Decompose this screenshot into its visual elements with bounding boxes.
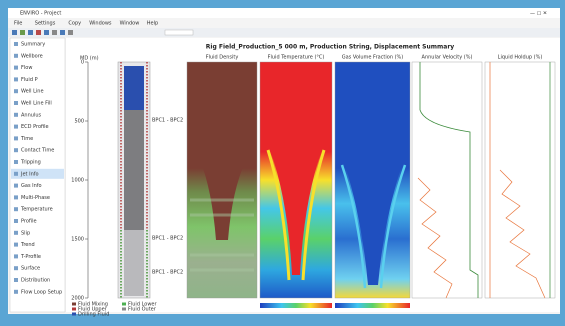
- heatmap-temperature: [259, 61, 333, 299]
- toolbar: [8, 28, 560, 37]
- legend-swatch: [122, 307, 126, 311]
- tree-item[interactable]: Gas Info: [21, 183, 42, 189]
- selected-row: [11, 168, 64, 179]
- chart-title: Rig Field_Production_5 000 m, Production…: [206, 44, 454, 51]
- panel-header: Fluid Temperature (°C): [268, 55, 325, 61]
- tree-icon: [14, 219, 18, 223]
- tree-icon: [14, 101, 18, 105]
- tree-item[interactable]: Surface: [21, 266, 40, 272]
- depth-tick-label: 1500: [71, 237, 84, 243]
- tree-item[interactable]: Contact Time: [21, 148, 54, 154]
- depth-label: MD (m): [80, 56, 99, 62]
- menu-item[interactable]: File: [14, 21, 22, 27]
- menu-item[interactable]: Window: [120, 21, 140, 27]
- heatmap-gas: [334, 61, 411, 299]
- tree-item[interactable]: T-Profile: [20, 254, 41, 260]
- tree-item[interactable]: Flow Loop Setup: [21, 289, 62, 295]
- tree-item[interactable]: Annulus: [21, 112, 41, 118]
- tree-item[interactable]: Well Line Fill: [21, 101, 52, 107]
- tree-icon: [14, 183, 18, 188]
- tree-item[interactable]: Slip: [21, 230, 30, 236]
- legend-swatch: [72, 307, 76, 311]
- tree-icon: [14, 278, 18, 282]
- tree-icon: [14, 136, 18, 141]
- well-label: BPC1 - BPC2: [152, 236, 183, 242]
- well-label: BPC1 - BPC2: [152, 270, 183, 276]
- tree-item[interactable]: Well Line: [21, 89, 44, 95]
- legend-label: Fluid Upper: [78, 307, 108, 313]
- tree-icon: [14, 171, 18, 176]
- tree-item[interactable]: Trend: [20, 242, 35, 248]
- colorbar: [260, 303, 332, 308]
- legend-swatch: [72, 302, 76, 306]
- tree-icon: [14, 124, 18, 129]
- tree-item[interactable]: ECD Profile: [21, 124, 49, 130]
- line-panel-holdup: [484, 61, 556, 299]
- tree-item[interactable]: Jet Info: [20, 171, 39, 177]
- depth-tick-label: 0: [81, 60, 84, 66]
- tree-item[interactable]: Fluid P: [21, 77, 38, 83]
- depth-tick-label: 2000: [71, 296, 84, 302]
- tree-item[interactable]: Time: [20, 136, 33, 142]
- tree-icon: [14, 160, 18, 164]
- legend-swatch: [72, 312, 76, 316]
- legend-swatch: [122, 302, 126, 306]
- panel-header: Liquid Holdup (%): [498, 55, 543, 61]
- menu-item[interactable]: Copy: [68, 21, 81, 27]
- legend-label: Fluid Lower: [128, 302, 158, 308]
- panel-header: Annular Velocity (%): [422, 55, 473, 61]
- tree-icon: [14, 148, 18, 153]
- tree-icon: [14, 53, 18, 58]
- menu-item[interactable]: Settings: [35, 21, 56, 27]
- panel-header: Gas Volume Fraction (%): [342, 55, 404, 61]
- legend-label: Fluid Mixing: [78, 302, 108, 308]
- tree-icon: [14, 289, 18, 294]
- tree-icon: [14, 42, 18, 46]
- heatmap-density: [186, 61, 258, 299]
- legend-label: Fluid Outer: [128, 307, 157, 313]
- tree-item[interactable]: Distribution: [21, 278, 50, 284]
- tree-item[interactable]: Multi-Phase: [21, 195, 50, 201]
- tree-icon: [14, 77, 18, 82]
- tree-icon: [14, 89, 18, 94]
- title-bar: [8, 8, 560, 18]
- well-label: BPC1 - BPC2: [152, 118, 183, 124]
- menu-bar: File Settings Copy Windows Window Help: [14, 21, 158, 27]
- tree-icon: [14, 207, 18, 212]
- menu-item[interactable]: Windows: [89, 21, 112, 27]
- tree-item[interactable]: Temperature: [20, 207, 53, 213]
- tree-icon: [14, 230, 18, 235]
- tree-item[interactable]: Flow: [21, 65, 32, 71]
- tree-item[interactable]: Tripping: [20, 160, 41, 166]
- tree-icon: [14, 242, 18, 247]
- panel-header: Fluid Density: [206, 55, 239, 61]
- tree-icon: [14, 266, 18, 271]
- colorbar: [335, 303, 410, 308]
- tree-item[interactable]: Profile: [21, 219, 37, 225]
- legend-label: Drilling Fluid: [78, 312, 109, 318]
- toolbar-icons[interactable]: [12, 29, 194, 36]
- tree-icon: [14, 195, 18, 200]
- tree-item[interactable]: Summary: [21, 42, 45, 48]
- window-title: ENVIRO - Project: [20, 11, 61, 17]
- window-controls[interactable]: — ▢ ✕: [530, 11, 547, 17]
- line-panel-velocity: [411, 61, 483, 299]
- menu-item[interactable]: Help: [147, 21, 158, 27]
- depth-tick-label: 500: [74, 119, 84, 125]
- depth-tick-label: 1000: [71, 178, 84, 184]
- tree-icon: [14, 112, 18, 117]
- wellbore: [117, 61, 151, 299]
- tree-icon: [14, 65, 18, 70]
- tree-icon: [14, 254, 18, 259]
- tree-item[interactable]: Wellbore: [21, 53, 43, 59]
